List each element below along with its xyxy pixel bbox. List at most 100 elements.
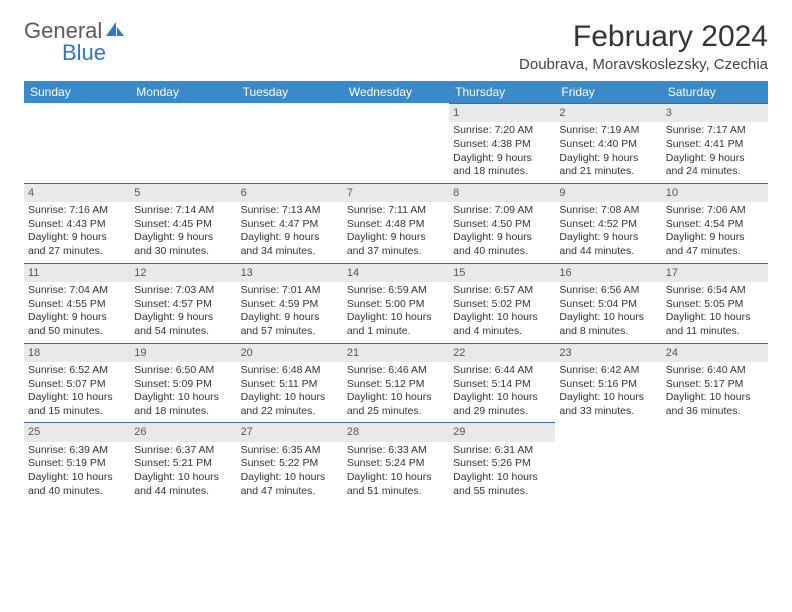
sunset-text: Sunset: 5:05 PM [666, 298, 764, 312]
day-cell: 28Sunrise: 6:33 AMSunset: 5:24 PMDayligh… [343, 422, 449, 502]
day-number: 18 [24, 343, 130, 362]
day-number: 26 [130, 422, 236, 441]
day-number: 7 [343, 183, 449, 202]
day-number: 19 [130, 343, 236, 362]
sunrise-text: Sunrise: 6:33 AM [347, 444, 445, 458]
calendar-body: 1Sunrise: 7:20 AMSunset: 4:38 PMDaylight… [24, 103, 768, 502]
day-number: 22 [449, 343, 555, 362]
day-number: 15 [449, 263, 555, 282]
day-content: Sunrise: 6:35 AMSunset: 5:22 PMDaylight:… [237, 442, 343, 503]
logo: GeneralBlue [24, 20, 126, 64]
day-cell: 3Sunrise: 7:17 AMSunset: 4:41 PMDaylight… [662, 103, 768, 183]
week-row: 1Sunrise: 7:20 AMSunset: 4:38 PMDaylight… [24, 103, 768, 183]
daylight-text: Daylight: 9 hours and 50 minutes. [28, 311, 126, 338]
day-content: Sunrise: 7:17 AMSunset: 4:41 PMDaylight:… [662, 122, 768, 183]
sunset-text: Sunset: 5:21 PM [134, 457, 232, 471]
empty-cell [343, 103, 449, 183]
sunrise-text: Sunrise: 7:16 AM [28, 204, 126, 218]
daylight-text: Daylight: 10 hours and 44 minutes. [134, 471, 232, 498]
daylight-text: Daylight: 9 hours and 37 minutes. [347, 231, 445, 258]
empty-cell [237, 103, 343, 183]
day-number: 1 [449, 103, 555, 122]
weekday-header-row: Sunday Monday Tuesday Wednesday Thursday… [24, 81, 768, 103]
day-content: Sunrise: 6:56 AMSunset: 5:04 PMDaylight:… [555, 282, 661, 343]
sunrise-text: Sunrise: 7:17 AM [666, 124, 764, 138]
sunset-text: Sunset: 5:14 PM [453, 378, 551, 392]
daylight-text: Daylight: 10 hours and 47 minutes. [241, 471, 339, 498]
sunrise-text: Sunrise: 7:11 AM [347, 204, 445, 218]
sunset-text: Sunset: 5:09 PM [134, 378, 232, 392]
day-number: 21 [343, 343, 449, 362]
day-cell: 20Sunrise: 6:48 AMSunset: 5:11 PMDayligh… [237, 343, 343, 423]
day-cell: 17Sunrise: 6:54 AMSunset: 5:05 PMDayligh… [662, 263, 768, 343]
sunset-text: Sunset: 4:45 PM [134, 218, 232, 232]
day-number: 10 [662, 183, 768, 202]
day-number: 11 [24, 263, 130, 282]
weekday-sat: Saturday [662, 81, 768, 103]
day-cell: 27Sunrise: 6:35 AMSunset: 5:22 PMDayligh… [237, 422, 343, 502]
logo-text-general: General [24, 20, 102, 42]
sunset-text: Sunset: 5:22 PM [241, 457, 339, 471]
sunrise-text: Sunrise: 6:35 AM [241, 444, 339, 458]
day-cell: 7 Sunrise: 7:11 AMSunset: 4:48 PMDaylight… [343, 183, 449, 263]
day-number: 12 [130, 263, 236, 282]
day-number: 13 [237, 263, 343, 282]
daylight-text: Daylight: 9 hours and 44 minutes. [559, 231, 657, 258]
sunset-text: Sunset: 5:17 PM [666, 378, 764, 392]
sunset-text: Sunset: 5:24 PM [347, 457, 445, 471]
daylight-text: Daylight: 10 hours and 22 minutes. [241, 391, 339, 418]
calendar: Sunday Monday Tuesday Wednesday Thursday… [24, 81, 768, 502]
daylight-text: Daylight: 9 hours and 27 minutes. [28, 231, 126, 258]
sunset-text: Sunset: 4:41 PM [666, 138, 764, 152]
daylight-text: Daylight: 10 hours and 51 minutes. [347, 471, 445, 498]
day-number: 6 [237, 183, 343, 202]
sunrise-text: Sunrise: 7:04 AM [28, 284, 126, 298]
day-cell: 24Sunrise: 6:40 AMSunset: 5:17 PMDayligh… [662, 343, 768, 423]
day-cell: 1Sunrise: 7:20 AMSunset: 4:38 PMDaylight… [449, 103, 555, 183]
sunrise-text: Sunrise: 7:13 AM [241, 204, 339, 218]
weekday-wed: Wednesday [343, 81, 449, 103]
week-row: 4Sunrise: 7:16 AMSunset: 4:43 PMDaylight… [24, 183, 768, 263]
sunrise-text: Sunrise: 7:06 AM [666, 204, 764, 218]
sunset-text: Sunset: 5:26 PM [453, 457, 551, 471]
day-cell: 23Sunrise: 6:42 AMSunset: 5:16 PMDayligh… [555, 343, 661, 423]
daylight-text: Daylight: 10 hours and 8 minutes. [559, 311, 657, 338]
sunrise-text: Sunrise: 7:09 AM [453, 204, 551, 218]
day-cell: 15Sunrise: 6:57 AMSunset: 5:02 PMDayligh… [449, 263, 555, 343]
location: Doubrava, Moravskoslezsky, Czechia [519, 56, 768, 73]
empty-cell [662, 422, 768, 502]
sunset-text: Sunset: 4:50 PM [453, 218, 551, 232]
sunset-text: Sunset: 4:40 PM [559, 138, 657, 152]
day-number: 4 [24, 183, 130, 202]
day-cell: 18Sunrise: 6:52 AMSunset: 5:07 PMDayligh… [24, 343, 130, 423]
sunrise-text: Sunrise: 6:42 AM [559, 364, 657, 378]
sunrise-text: Sunrise: 6:37 AM [134, 444, 232, 458]
header: GeneralBlue February 2024 Doubrava, Mora… [24, 20, 768, 73]
day-cell: 9Sunrise: 7:08 AMSunset: 4:52 PMDaylight… [555, 183, 661, 263]
daylight-text: Daylight: 10 hours and 18 minutes. [134, 391, 232, 418]
sunrise-text: Sunrise: 6:31 AM [453, 444, 551, 458]
day-content: Sunrise: 6:46 AMSunset: 5:12 PMDaylight:… [343, 362, 449, 423]
day-number: 29 [449, 422, 555, 441]
day-content: Sunrise: 6:50 AMSunset: 5:09 PMDaylight:… [130, 362, 236, 423]
day-cell: 5Sunrise: 7:14 AMSunset: 4:45 PMDaylight… [130, 183, 236, 263]
sunrise-text: Sunrise: 6:56 AM [559, 284, 657, 298]
day-cell: 22Sunrise: 6:44 AMSunset: 5:14 PMDayligh… [449, 343, 555, 423]
day-content: Sunrise: 6:59 AMSunset: 5:00 PMDaylight:… [343, 282, 449, 343]
day-cell: 4 Sunrise: 7:16 AMSunset: 4:43 PMDaylight… [24, 183, 130, 263]
sunset-text: Sunset: 4:43 PM [28, 218, 126, 232]
day-cell: 16Sunrise: 6:56 AMSunset: 5:04 PMDayligh… [555, 263, 661, 343]
sunrise-text: Sunrise: 7:19 AM [559, 124, 657, 138]
daylight-text: Daylight: 9 hours and 34 minutes. [241, 231, 339, 258]
weekday-fri: Friday [555, 81, 661, 103]
day-content: Sunrise: 6:33 AMSunset: 5:24 PMDaylight:… [343, 442, 449, 503]
weekday-sun: Sunday [24, 81, 130, 103]
sunrise-text: Sunrise: 7:14 AM [134, 204, 232, 218]
sunrise-text: Sunrise: 6:46 AM [347, 364, 445, 378]
daylight-text: Daylight: 9 hours and 54 minutes. [134, 311, 232, 338]
sunset-text: Sunset: 4:38 PM [453, 138, 551, 152]
sunset-text: Sunset: 4:48 PM [347, 218, 445, 232]
daylight-text: Daylight: 9 hours and 30 minutes. [134, 231, 232, 258]
sunset-text: Sunset: 4:52 PM [559, 218, 657, 232]
sunset-text: Sunset: 5:04 PM [559, 298, 657, 312]
